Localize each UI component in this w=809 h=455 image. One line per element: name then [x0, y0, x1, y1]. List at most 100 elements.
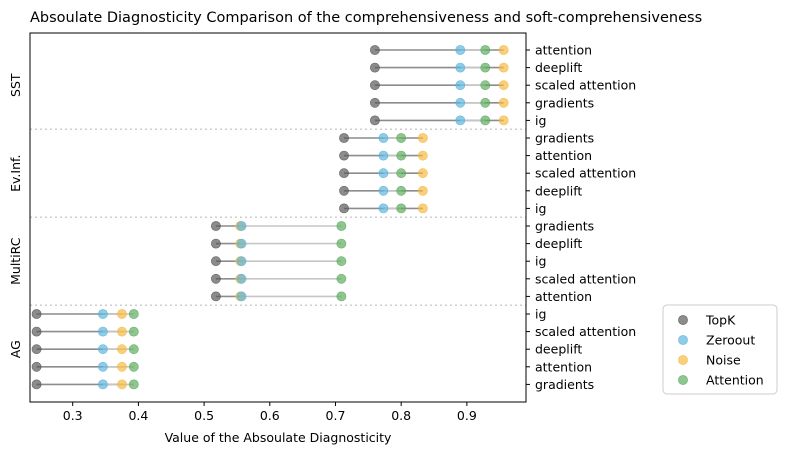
marker-noise [498, 62, 509, 73]
marker-attention [396, 203, 407, 214]
marker-attention [128, 309, 139, 319]
group-label: SST [8, 73, 23, 97]
legend-box [662, 304, 778, 395]
marker-zeroout [98, 361, 108, 372]
marker-attention [128, 379, 139, 390]
marker-topk [370, 97, 380, 108]
x-tick-label: 0.8 [391, 408, 411, 423]
y-tick-label: ig [535, 113, 546, 128]
marker-attention [336, 238, 347, 249]
marker-noise [417, 168, 428, 179]
marker-topk [370, 115, 380, 126]
y-tick-label: deeplift [535, 60, 582, 75]
marker-attention [396, 185, 407, 196]
marker-topk [211, 291, 221, 302]
marker-zeroout [236, 291, 247, 302]
y-tick-label: gradients [535, 219, 594, 234]
marker-zeroout [236, 273, 247, 284]
marker-topk [31, 361, 42, 372]
marker-zeroout [455, 45, 466, 55]
legend-label: Attention [706, 373, 764, 388]
legend: TopK Zeroout Noise Attention [662, 304, 778, 395]
marker-topk [339, 203, 349, 214]
marker-noise [498, 97, 509, 108]
marker-zeroout [236, 221, 247, 231]
marker-noise [117, 344, 127, 355]
y-tick-label: attention [535, 148, 592, 163]
group-label: MultiRC [8, 237, 23, 285]
marker-topk [339, 133, 349, 143]
group-label: AG [8, 340, 23, 358]
y-tick-label: attention [535, 289, 592, 304]
marker-noise [417, 133, 428, 143]
y-tick-label: deeplift [535, 342, 582, 357]
marker-zeroout [455, 62, 466, 73]
marker-attention [396, 168, 407, 179]
marker-topk [339, 168, 349, 179]
x-tick-label: 0.7 [326, 408, 346, 423]
marker-attention [336, 256, 347, 267]
marker-attention [396, 133, 407, 143]
marker-noise [117, 326, 127, 337]
y-tick-label: attention [535, 43, 592, 58]
legend-marker-attention [678, 375, 688, 385]
y-tick-label: scaled attention [535, 78, 636, 93]
x-tick-label: 0.4 [128, 408, 148, 423]
legend-marker-topk [678, 315, 688, 325]
y-tick-label: deeplift [535, 183, 582, 198]
axes: attention deeplift scaled attention gradien… [8, 43, 636, 424]
marker-topk [339, 150, 349, 161]
marker-noise [117, 309, 127, 319]
marker-zeroout [98, 379, 108, 390]
marker-attention [336, 291, 347, 302]
x-tick-label: 0.9 [457, 408, 477, 423]
y-tick-label: ig [535, 307, 546, 322]
y-tick-label: gradients [535, 377, 594, 392]
marker-zeroout [378, 203, 389, 214]
legend-label: Zeroout [706, 333, 755, 348]
marker-noise [498, 45, 509, 55]
marker-topk [211, 221, 221, 231]
marker-noise [417, 150, 428, 161]
marker-zeroout [455, 97, 466, 108]
y-tick-label: attention [535, 359, 592, 374]
marker-zeroout [98, 309, 108, 319]
marker-topk [31, 309, 42, 319]
marker-attention [480, 97, 491, 108]
marker-noise [417, 185, 428, 196]
x-tick-label: 0.3 [63, 408, 83, 423]
y-tick-label: gradients [535, 131, 594, 146]
plot-frame [29, 32, 527, 403]
marker-attention [480, 62, 491, 73]
marker-noise [498, 115, 509, 126]
marker-attention [480, 115, 491, 126]
x-tick-label: 0.5 [194, 408, 214, 423]
marker-zeroout [98, 326, 108, 337]
y-tick-label: ig [535, 201, 546, 216]
marker-noise [417, 203, 428, 214]
marker-attention [480, 80, 491, 91]
y-tick-label: scaled attention [535, 324, 636, 339]
marker-zeroout [378, 133, 389, 143]
marker-topk [370, 45, 380, 55]
chart-title: Absoulate Diagnosticity Comparison of th… [30, 10, 702, 26]
marker-topk [211, 256, 221, 267]
legend-label: TopK [705, 313, 736, 328]
marker-noise [117, 361, 127, 372]
marker-attention [336, 221, 347, 231]
marker-zeroout [378, 185, 389, 196]
marker-noise [117, 379, 127, 390]
marker-topk [370, 62, 380, 73]
marker-zeroout [378, 168, 389, 179]
marker-topk [211, 238, 221, 249]
marker-topk [211, 273, 221, 284]
x-axis-label: Value of the Absoulate Diagnosticity [165, 430, 392, 445]
marker-topk [370, 80, 380, 91]
group-label: Ev.Inf. [8, 155, 23, 192]
marker-topk [31, 344, 42, 355]
marker-zeroout [455, 80, 466, 91]
x-tick-label: 0.6 [260, 408, 280, 423]
plot-area [30, 45, 526, 390]
marker-attention [480, 45, 491, 55]
